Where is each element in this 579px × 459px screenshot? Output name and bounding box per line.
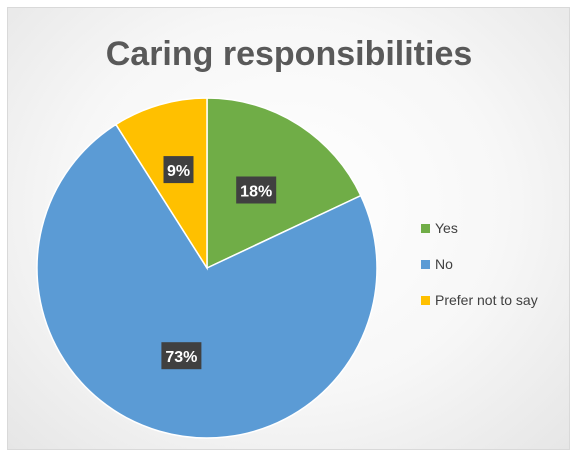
data-label-yes: 18%: [240, 184, 272, 201]
data-label-box-prefer-not-to-say: [163, 156, 194, 184]
chart-title: Caring responsibilities: [106, 35, 473, 73]
legend-label-yes: Yes: [435, 220, 458, 236]
chart-area: Caring responsibilities 18% 73% 9% Yes No Pr…: [7, 7, 570, 450]
pie-chart: Caring responsibilities 18% 73% 9% Yes No Pr…: [36, 35, 538, 439]
legend-swatch-no: [421, 260, 430, 269]
legend-label-prefer-not-to-say: Prefer not to say: [435, 292, 538, 308]
legend-swatch-prefer-not-to-say: [421, 296, 430, 305]
legend-label-no: No: [435, 256, 453, 272]
pie-slices: [36, 97, 378, 439]
data-label-prefer-not-to-say: 9%: [167, 163, 190, 180]
data-label-box-no: [161, 342, 202, 370]
pie-slice-prefer-not-to-say: [114, 97, 208, 271]
data-label-no: 73%: [165, 349, 197, 366]
legend: Yes No Prefer not to say: [421, 220, 538, 308]
pie-slice-no: [36, 123, 378, 439]
legend-swatch-yes: [421, 224, 430, 233]
data-label-box-yes: [236, 176, 277, 204]
data-labels: 18% 73% 9%: [161, 156, 277, 370]
pie-slice-yes: [206, 97, 362, 270]
